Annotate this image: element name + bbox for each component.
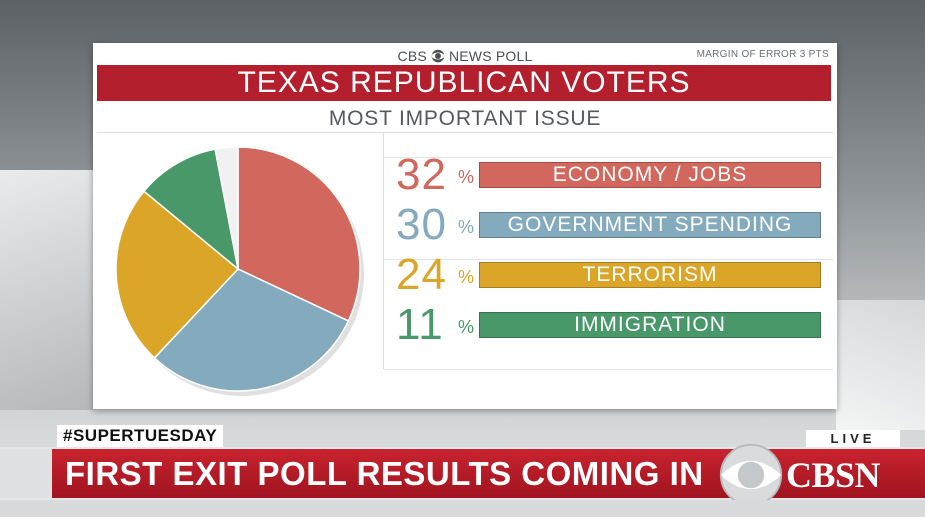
issue-percent: 11% <box>396 300 476 349</box>
pie-slice-terrorism <box>115 190 240 359</box>
pie-slice-economy-jobs <box>237 146 361 322</box>
percent-sign: % <box>458 217 476 237</box>
issue-percent: 30% <box>396 200 476 249</box>
issue-label-bar: IMMIGRATION <box>479 312 821 338</box>
issue-percent: 24% <box>396 250 476 299</box>
row-divider <box>384 369 833 370</box>
percent-sign: % <box>458 167 476 187</box>
issue-row: 11% IMMIGRATION <box>384 303 834 347</box>
percent-sign: % <box>458 267 476 287</box>
brand-network: CBS <box>397 48 427 64</box>
network-logo: CBSN <box>718 441 908 509</box>
live-badge: LIVE <box>806 430 900 447</box>
row-divider <box>384 259 833 260</box>
margin-of-error: MARGIN OF ERROR 3 PTS <box>696 49 829 60</box>
background-panel-left <box>0 170 95 410</box>
issue-label-bar: ECONOMY / JOBS <box>479 162 821 188</box>
brand-label: NEWS POLL <box>448 48 533 64</box>
lower-third-banner: FIRST EXIT POLL RESULTS COMING IN CBSN <box>0 443 925 507</box>
bottom-strip <box>0 500 925 517</box>
issue-percent: 32% <box>396 150 476 199</box>
background-panel-right <box>836 300 925 430</box>
percent-sign: % <box>458 317 476 337</box>
issue-row: 32% ECONOMY / JOBS <box>384 153 834 197</box>
pie-slice-government-spending <box>153 268 350 392</box>
headline: FIRST EXIT POLL RESULTS COMING IN <box>65 454 704 492</box>
row-divider <box>384 157 833 158</box>
hashtag-label: #SUPERTUESDAY <box>57 425 224 447</box>
pie-slice-other <box>214 146 239 270</box>
network-name: CBSN <box>786 455 881 495</box>
issue-label-bar: TERRORISM <box>479 262 821 288</box>
cbs-eye-icon <box>719 443 783 507</box>
issue-row: 24% TERRORISM <box>384 253 834 297</box>
pie-slice-immigration <box>142 148 240 271</box>
chart-subtitle: MOST IMPORTANT ISSUE <box>328 107 602 130</box>
pie-chart <box>115 146 364 396</box>
divider <box>383 133 384 369</box>
poll-graphic: CBS NEWS POLL MARGIN OF ERROR 3 PTS TEXA… <box>93 43 837 409</box>
issue-label-bar: GOVERNMENT SPENDING <box>479 212 821 238</box>
chart-title: TEXAS REPUBLICAN VOTERS <box>97 65 831 101</box>
divider <box>97 132 833 133</box>
poll-brand: CBS NEWS POLL <box>93 45 837 67</box>
issue-row: 30% GOVERNMENT SPENDING <box>384 203 834 247</box>
banner-accent <box>0 449 52 498</box>
cbs-eye-icon <box>431 49 445 63</box>
